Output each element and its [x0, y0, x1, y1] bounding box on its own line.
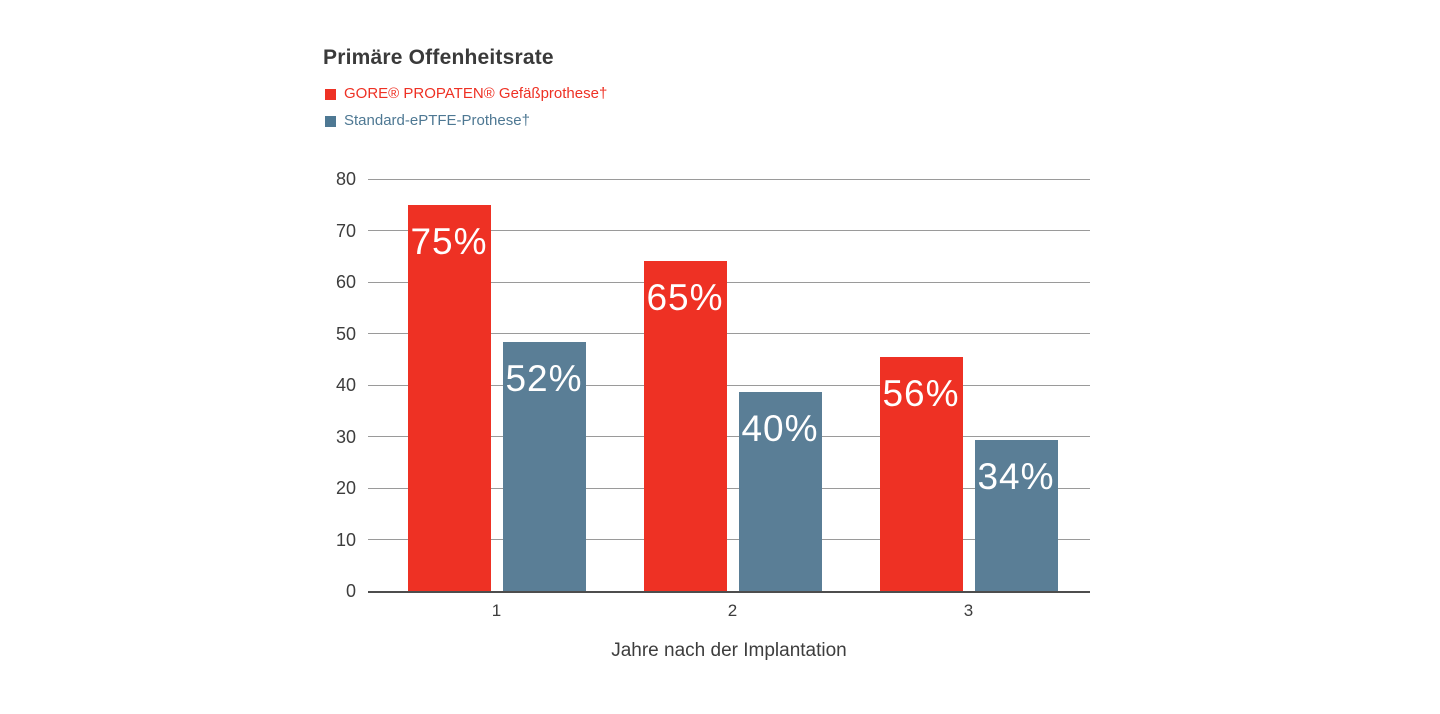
legend-label-propaten: GORE® PROPATEN® Gefäßprothese† — [344, 85, 608, 102]
bar-value-label-propaten-year-1: 75% — [410, 221, 488, 263]
y-tick-label-80: 80 — [335, 169, 356, 189]
bar-value-label-propaten-year-3: 56% — [882, 373, 960, 415]
bar-standard-eptfe-year-2: 40% — [738, 391, 822, 591]
bar-propaten-year-3: 56% — [879, 357, 963, 591]
bar-value-label-standard-eptfe-year-2: 40% — [741, 407, 819, 449]
gridline-30 — [368, 436, 1090, 437]
y-tick-label-10: 10 — [335, 529, 356, 550]
y-tick-label-40: 40 — [335, 375, 356, 395]
legend: GORE® PROPATEN® Gefäßprothese† Standard-… — [325, 86, 607, 140]
legend-swatch-propaten-icon — [325, 88, 336, 100]
legend-label-standard-eptfe: Standard-ePTFE-Prothese† — [344, 112, 530, 129]
gridline-60 — [368, 281, 1090, 283]
gridline-70 — [368, 230, 1090, 231]
x-tick-label-1: 1 — [491, 601, 502, 620]
gridline-50 — [368, 333, 1090, 334]
legend-item-standard-eptfe: Standard-ePTFE-Prothese† — [325, 113, 607, 129]
x-tick-label-3: 3 — [963, 601, 974, 620]
bar-value-label-propaten-year-2: 65% — [646, 277, 724, 319]
gridline-40 — [368, 384, 1090, 386]
y-tick-label-30: 30 — [335, 426, 356, 447]
y-tick-label-60: 60 — [335, 272, 356, 292]
legend-item-propaten: GORE® PROPATEN® Gefäßprothese† — [325, 86, 607, 102]
x-axis-baseline — [368, 591, 1090, 593]
chart-title: Primäre Offenheitsrate — [323, 46, 554, 69]
bar-value-label-standard-eptfe-year-3: 34% — [977, 456, 1055, 498]
x-axis-title: Jahre nach der Implantation — [611, 640, 847, 661]
y-tick-label-50: 50 — [335, 323, 356, 344]
x-tick-label-2: 2 — [727, 601, 738, 620]
y-tick-label-0: 0 — [345, 581, 356, 601]
gridline-20 — [368, 487, 1090, 489]
bar-value-label-standard-eptfe-year-1: 52% — [505, 358, 583, 400]
legend-swatch-standard-eptfe-icon — [325, 115, 336, 127]
gridline-10 — [368, 539, 1090, 540]
gridline-80 — [368, 178, 1090, 180]
y-tick-label-70: 70 — [335, 220, 356, 241]
bar-standard-eptfe-year-3: 34% — [974, 440, 1058, 591]
bar-propaten-year-2: 65% — [643, 261, 727, 591]
y-tick-label-20: 20 — [335, 478, 356, 498]
bar-propaten-year-1: 75% — [407, 205, 491, 591]
bar-standard-eptfe-year-1: 52% — [502, 342, 586, 591]
